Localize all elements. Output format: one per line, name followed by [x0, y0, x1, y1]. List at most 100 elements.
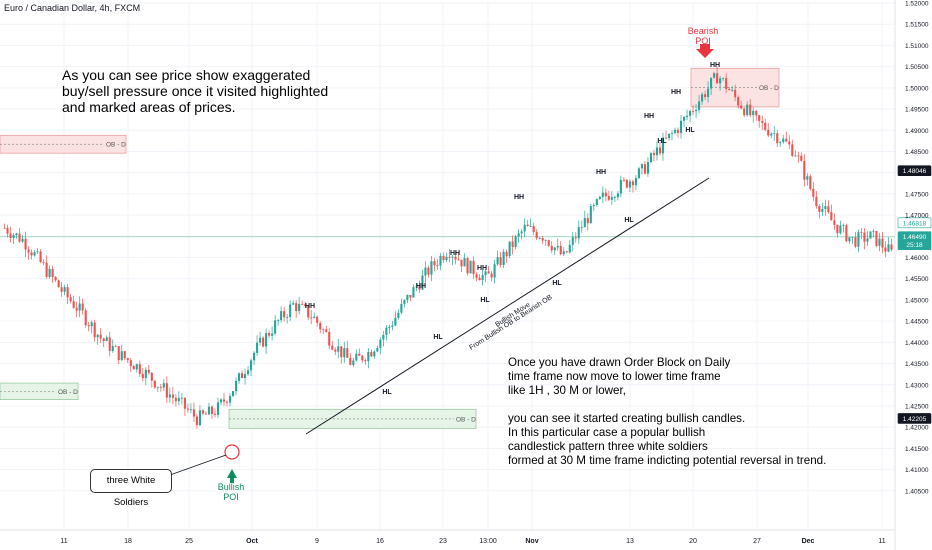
bullish-candle	[144, 369, 147, 379]
bullish-candle	[271, 333, 274, 336]
swing-label: HH	[644, 113, 654, 120]
y-tick-label: 1.46000	[905, 255, 929, 262]
bearish-candle	[607, 196, 610, 200]
bullish-candle	[48, 268, 51, 277]
bullish-candle	[529, 225, 532, 227]
bullish-candle	[634, 178, 637, 186]
x-tick-label: 25	[185, 538, 193, 545]
bearish-candle	[304, 304, 307, 306]
bearish-candle	[195, 416, 198, 425]
bullish-candle	[701, 94, 704, 102]
bullish-candle	[313, 316, 316, 318]
symbol-title[interactable]: Euro / Canadian Dollar, 4h, FXCM	[4, 3, 141, 13]
bullish-candle	[243, 374, 247, 379]
bearish-candle	[186, 408, 189, 410]
bullish-candle	[111, 346, 114, 351]
x-tick-label: Nov	[525, 538, 538, 545]
bullish-candle	[824, 206, 827, 209]
bearish-candle	[84, 310, 87, 326]
bearish-candle	[728, 89, 731, 91]
bearish-candle	[150, 372, 153, 381]
swing-label: HL	[657, 138, 667, 145]
bearish-candle	[860, 232, 863, 234]
bullish-candle	[655, 147, 659, 156]
y-tick-label: 1.49500	[905, 107, 929, 114]
bearish-candle	[123, 351, 126, 359]
bearish-candle	[547, 240, 550, 246]
bullish-candle	[12, 235, 15, 239]
bearish-poi-label: Bearish POI	[687, 26, 719, 46]
bearish-poi-arrow	[696, 44, 714, 58]
bearish-candle	[358, 353, 361, 356]
level-tag-text: 1.42205	[903, 416, 927, 423]
y-tick-label: 1.41000	[905, 467, 929, 474]
bearish-candle	[499, 257, 502, 265]
y-tick-label: 1.41500	[905, 446, 929, 453]
bearish-candle	[875, 230, 878, 246]
bullish-candle	[21, 238, 24, 242]
x-tick-label: 13:00	[479, 538, 497, 545]
bullish-candle	[156, 386, 159, 388]
level-tag-text: 1.46818	[903, 220, 927, 227]
bullish-candle	[484, 271, 487, 276]
bearish-candle	[622, 179, 625, 181]
bearish-candle	[328, 331, 331, 346]
bearish-candle	[349, 357, 352, 365]
x-tick-label: 18	[124, 538, 132, 545]
bullish-candle	[451, 256, 454, 258]
bullish-candle	[400, 303, 403, 313]
bullish-candle	[237, 373, 241, 381]
bullish-candle	[538, 238, 541, 239]
bullish-candle	[246, 370, 250, 375]
bearish-candle	[737, 97, 740, 106]
bullish-candle	[872, 230, 875, 232]
bearish-candle	[836, 224, 839, 234]
bearish-candle	[69, 297, 72, 302]
bearish-candle	[340, 346, 343, 358]
bearish-candle	[364, 360, 367, 362]
swing-label: HL	[624, 217, 634, 224]
swing-label: HH	[305, 303, 315, 310]
current-price-tag-countdown: 25:18	[906, 242, 923, 249]
bullish-candle	[857, 232, 860, 247]
y-tick-label: 1.45000	[905, 297, 929, 304]
bullish-candle	[234, 380, 238, 392]
bearish-candle	[625, 179, 628, 188]
bullish-candle	[343, 348, 346, 358]
swing-label: HH	[671, 89, 681, 96]
bullish-candle	[292, 303, 295, 305]
bullish-candle	[878, 238, 881, 246]
bullish-candle	[90, 322, 93, 327]
bearish-candle	[316, 316, 319, 323]
bearish-candle	[631, 181, 634, 186]
bullish-candle	[382, 334, 385, 340]
bearish-candle	[66, 287, 69, 298]
bearish-candle	[204, 413, 208, 415]
bullish-candle	[556, 245, 559, 248]
bullish-candle	[162, 383, 165, 388]
bearish-candle	[225, 401, 229, 403]
bullish-candle	[779, 142, 782, 144]
bearish-candle	[830, 212, 833, 221]
bullish-candle	[250, 360, 253, 371]
bullish-candle	[231, 391, 235, 397]
y-tick-label: 1.42500	[905, 403, 929, 410]
bearish-candle	[812, 188, 815, 197]
bearish-candle	[129, 360, 132, 367]
bullish-poi-label: Bullish POI	[217, 482, 245, 502]
bearish-candle	[192, 409, 195, 417]
y-tick-label: 1.52000	[905, 1, 929, 8]
bullish-candle	[595, 199, 598, 206]
bullish-candle	[502, 251, 505, 265]
ob-label: OB - D	[456, 416, 476, 423]
trend-line	[305, 177, 710, 435]
bullish-candle	[661, 137, 665, 154]
bullish-candle	[580, 227, 583, 228]
bullish-candle	[601, 192, 604, 197]
bullish-candle	[256, 342, 259, 353]
bearish-candle	[132, 366, 135, 370]
bullish-candle	[277, 320, 280, 321]
y-tick-label: 1.43500	[905, 361, 929, 368]
bullish-candle	[613, 197, 616, 198]
